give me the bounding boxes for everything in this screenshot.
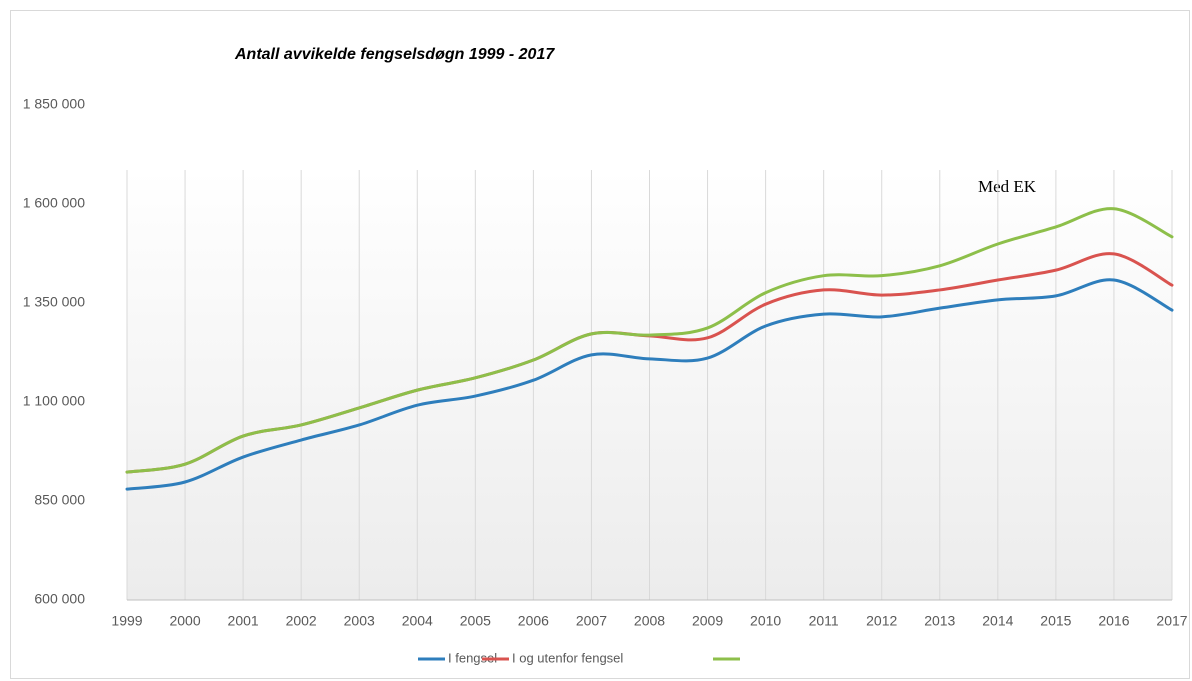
- x-tick-label: 2017: [1156, 613, 1187, 629]
- legend-label: I fengsel: [448, 650, 497, 665]
- x-tick-label: 2015: [1040, 613, 1071, 629]
- annotation: Med EK: [978, 177, 1037, 196]
- y-tick-label: 1 100 000: [23, 393, 85, 409]
- x-tick-label: 2003: [344, 613, 375, 629]
- x-tick-label: 2007: [576, 613, 607, 629]
- x-tick-label: 2001: [228, 613, 259, 629]
- x-tick-label: 2011: [809, 613, 839, 629]
- x-tick-label: 2006: [518, 613, 549, 629]
- y-tick-label: 850 000: [34, 492, 85, 508]
- chart-title: Antall avvikelde fengselsdøgn 1999 - 201…: [234, 46, 555, 63]
- x-tick-label: 2010: [750, 613, 781, 629]
- x-tick-label: 2005: [460, 613, 491, 629]
- x-tick-label: 2004: [402, 613, 433, 629]
- y-tick-label: 600 000: [34, 591, 85, 607]
- y-tick-label: 1 350 000: [23, 294, 85, 310]
- legend-label: I og utenfor fengsel: [512, 650, 623, 665]
- x-tick-label: 2016: [1098, 613, 1129, 629]
- y-tick-label: 1 850 000: [23, 96, 85, 112]
- x-tick-label: 2000: [169, 613, 200, 629]
- x-tick-label: 2013: [924, 613, 955, 629]
- x-tick-label: 1999: [111, 613, 142, 629]
- x-tick-label: 2009: [692, 613, 723, 629]
- series-line: [125, 278, 1174, 491]
- series-line: [125, 207, 1174, 474]
- x-tick-label: 2002: [286, 613, 317, 629]
- x-tick-label: 2014: [982, 613, 1013, 629]
- x-tick-label: 2012: [866, 613, 897, 629]
- x-tick-label: 2008: [634, 613, 665, 629]
- y-tick-label: 1 600 000: [23, 195, 85, 211]
